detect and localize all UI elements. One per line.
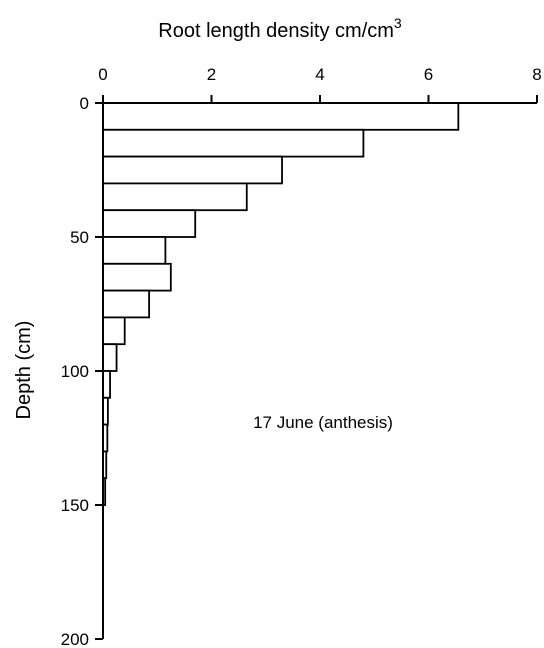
x-tick-label-2: 2 — [207, 65, 216, 84]
bar-depth-100-110 — [102, 370, 111, 399]
y-tick-label-0: 0 — [80, 94, 89, 113]
bar-depth-40-50 — [102, 209, 197, 238]
bar-depth-60-70 — [102, 262, 172, 292]
axes-group — [95, 95, 537, 639]
x-axis-title-superscript: 3 — [394, 15, 402, 31]
x-tick-label-4: 4 — [315, 65, 324, 84]
ticks-group: 0 2 4 6 8 0 50 100 150 200 — [61, 65, 542, 648]
y-tick-label-150: 150 — [61, 496, 89, 515]
y-tick-label-50: 50 — [70, 228, 89, 247]
bar-depth-70-80 — [102, 289, 151, 319]
bar-depth-90-100 — [102, 343, 118, 372]
y-axis-title: Depth (cm) — [13, 321, 35, 420]
date-annotation: 17 June (anthesis) — [253, 413, 393, 432]
x-axis-title: Root length density cm/cm3 — [158, 15, 402, 42]
bar-depth-30-40 — [102, 182, 248, 212]
x-tick-label-8: 8 — [532, 65, 541, 84]
bar-depth-80-90 — [102, 316, 126, 346]
y-tick-label-200: 200 — [61, 630, 89, 648]
bar-depth-10-20 — [102, 128, 365, 158]
bar-depth-20-30 — [102, 155, 283, 185]
x-tick-label-0: 0 — [98, 65, 107, 84]
x-tick-label-6: 6 — [424, 65, 433, 84]
bars-group — [102, 102, 460, 506]
bar-depth-0-10 — [102, 102, 460, 131]
y-tick-label-100: 100 — [61, 362, 89, 381]
bar-depth-50-60 — [102, 236, 167, 265]
